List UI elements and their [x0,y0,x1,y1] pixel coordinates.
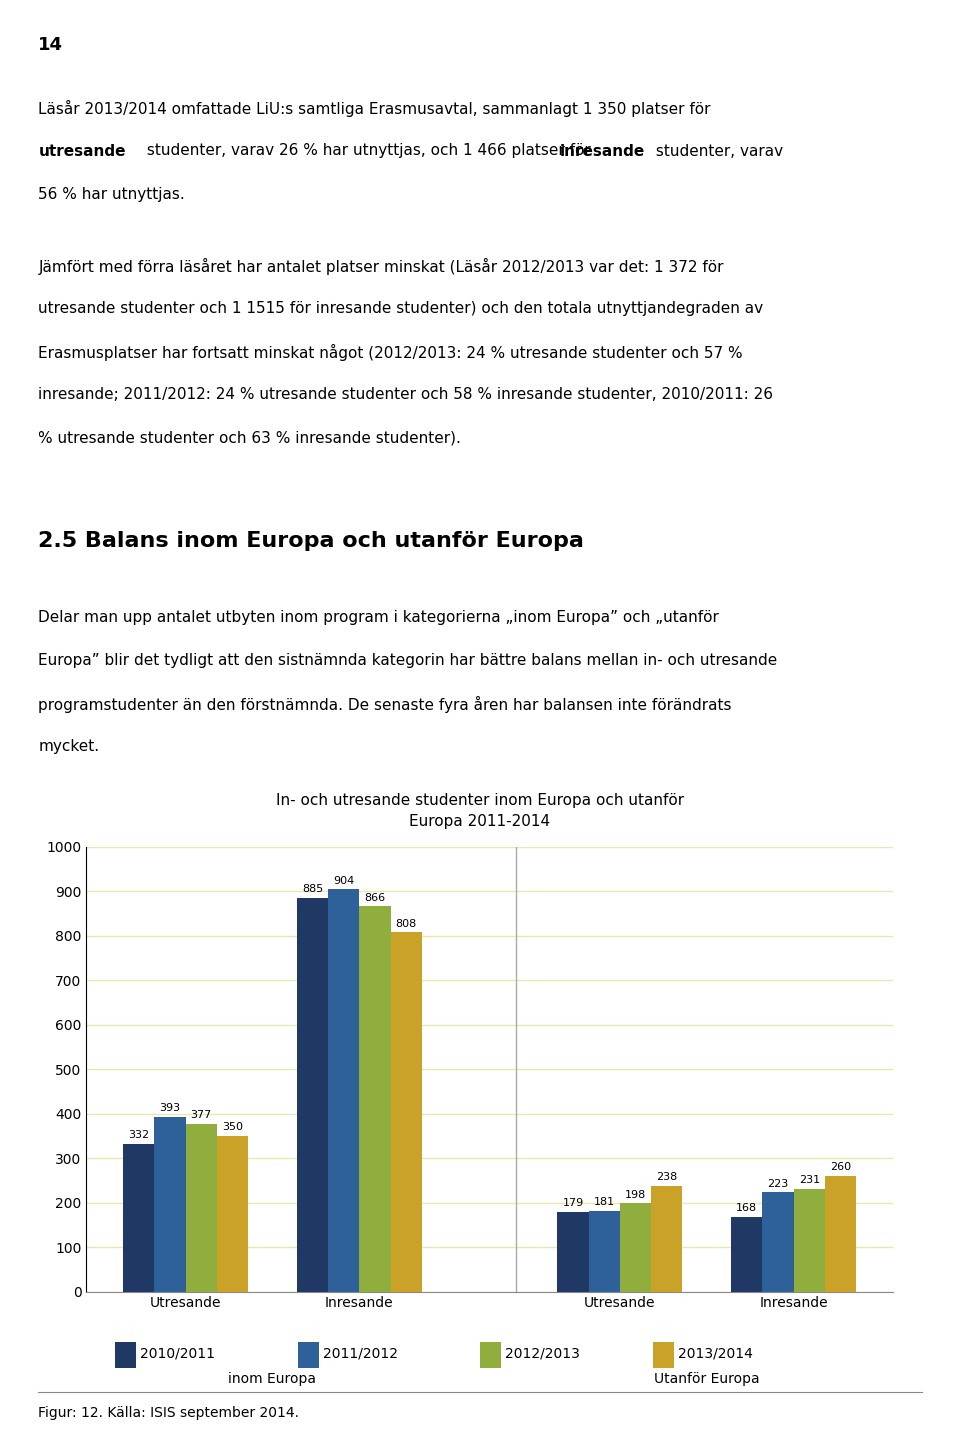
Bar [297,898,328,1292]
Text: 808: 808 [396,918,417,928]
Text: Utanför Europa: Utanför Europa [654,1372,759,1386]
Text: Figur: 12. Källa: ISIS september 2014.: Figur: 12. Källa: ISIS september 2014. [38,1406,300,1421]
Text: inresande; 2011/2012: 24 % utresande studenter och 58 % inresande studenter, 201: inresande; 2011/2012: 24 % utresande stu… [38,387,774,402]
Text: In- och utresande studenter inom Europa och utanför: In- och utresande studenter inom Europa … [276,794,684,808]
Bar [155,1116,185,1292]
Text: studenter, varav: studenter, varav [651,144,783,158]
Bar [794,1188,825,1292]
Text: 198: 198 [625,1190,646,1200]
Text: 260: 260 [830,1162,852,1172]
Text: 179: 179 [563,1198,584,1208]
Text: 14: 14 [38,36,63,55]
Text: 2010/2011: 2010/2011 [140,1346,215,1360]
Bar [185,1124,217,1292]
Text: Erasmusplatser har fortsatt minskat något (2012/2013: 24 % utresande studenter o: Erasmusplatser har fortsatt minskat någo… [38,344,743,362]
Text: % utresande studenter och 63 % inresande studenter).: % utresande studenter och 63 % inresande… [38,430,461,445]
Text: inom Europa: inom Europa [228,1372,317,1386]
Text: Delar man upp antalet utbyten inom program i kategorierna „inom Europa” och „uta: Delar man upp antalet utbyten inom progr… [38,610,719,624]
Text: Europa 2011-2014: Europa 2011-2014 [409,815,551,829]
Bar [328,890,359,1292]
Text: 393: 393 [159,1104,180,1114]
Bar [391,933,421,1292]
Text: 2012/2013: 2012/2013 [505,1346,580,1360]
Text: 332: 332 [128,1131,149,1141]
Text: Jämfört med förra läsåret har antalet platser minskat (Läsår 2012/2013 var det: : Jämfört med förra läsåret har antalet pl… [38,258,724,276]
Text: utresande: utresande [38,144,126,158]
Text: 238: 238 [657,1172,678,1182]
Text: programstudenter än den förstnämnda. De senaste fyra åren har balansen inte förä: programstudenter än den förstnämnda. De … [38,696,732,713]
Text: 2013/2014: 2013/2014 [678,1346,753,1360]
Bar [762,1192,794,1292]
Bar [620,1204,651,1292]
Text: Läsår 2013/2014 omfattade LiU:s samtliga Erasmusavtal, sammanlagt 1 350 platser : Läsår 2013/2014 omfattade LiU:s samtliga… [38,100,711,118]
Bar [732,1217,762,1292]
Bar [588,1211,620,1292]
Bar [217,1137,248,1292]
Text: 350: 350 [222,1122,243,1132]
Bar [558,1213,588,1292]
Bar [123,1144,155,1292]
Text: 231: 231 [799,1175,820,1185]
Text: 904: 904 [333,875,354,885]
Bar [651,1185,683,1292]
Text: 2011/2012: 2011/2012 [323,1346,397,1360]
Bar [825,1175,856,1292]
Text: 866: 866 [365,893,386,903]
Text: mycket.: mycket. [38,739,100,753]
Text: 885: 885 [301,884,323,894]
Text: Europa” blir det tydligt att den sistnämnda kategorin har bättre balans mellan i: Europa” blir det tydligt att den sistnäm… [38,653,778,667]
Text: inresande: inresande [560,144,645,158]
Text: 168: 168 [736,1203,757,1213]
Text: 2.5 Balans inom Europa och utanför Europa: 2.5 Balans inom Europa och utanför Europ… [38,531,585,551]
Text: utresande studenter och 1 1515 för inresande studenter) och den totala utnyttjan: utresande studenter och 1 1515 för inres… [38,301,763,316]
Bar [359,907,391,1292]
Text: 223: 223 [767,1178,788,1188]
Text: 377: 377 [191,1111,212,1121]
Text: 181: 181 [593,1197,614,1207]
Text: 56 % har utnyttjas.: 56 % har utnyttjas. [38,187,185,201]
Text: studenter, varav 26 % har utnyttjas, och 1 466 platser för: studenter, varav 26 % har utnyttjas, och… [142,144,596,158]
